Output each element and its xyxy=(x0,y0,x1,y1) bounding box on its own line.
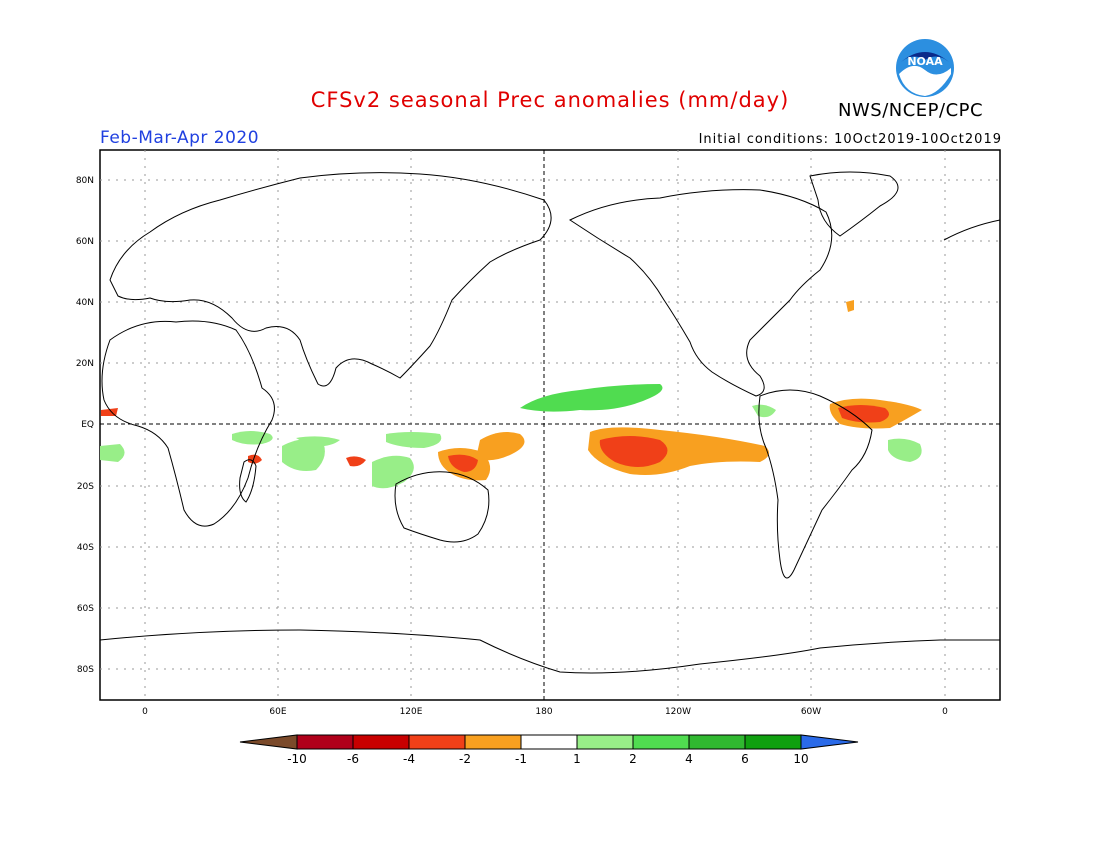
colorbar-label: -1 xyxy=(515,752,527,766)
colorbar-high-arrow xyxy=(800,734,859,750)
initial-conditions-label: Initial conditions: 10Oct2019-10Oct2019 xyxy=(698,132,1002,147)
wet-anomaly-brazil xyxy=(888,438,922,462)
lat-label: 40N xyxy=(76,298,94,308)
wet-anomaly-maritime xyxy=(386,432,442,448)
lat-label: EQ xyxy=(81,420,94,430)
eurasia-coast xyxy=(109,172,552,387)
lat-label: 80N xyxy=(76,176,94,186)
agency-label: NWS/NCEP/CPC xyxy=(838,100,984,121)
anomaly-shading xyxy=(100,300,922,489)
colorbar-label: 6 xyxy=(741,752,749,766)
season-label: Feb-Mar-Apr 2020 xyxy=(100,128,260,148)
lat-label: 80S xyxy=(77,665,94,675)
wet-anomaly-southern-africa xyxy=(100,444,125,462)
longitude-labels: 0 60E 120E 180 120W 60W 0 xyxy=(142,707,948,717)
lat-label: 20S xyxy=(77,482,94,492)
wet-anomaly-indian-ocean-west xyxy=(282,438,325,471)
africa-coast xyxy=(101,320,275,527)
madagascar-coast xyxy=(239,459,257,503)
colorbar-label: -4 xyxy=(403,752,415,766)
wet-anomaly-north-pacific xyxy=(520,384,663,412)
dry-anomaly-indian-ocean xyxy=(346,456,366,467)
europe-coast-east xyxy=(943,219,1001,241)
antarctica-coast xyxy=(99,629,1000,674)
lon-label: 60E xyxy=(269,707,286,717)
lon-label: 0 xyxy=(942,707,948,717)
lon-label: 120E xyxy=(400,707,423,717)
north-america-coast xyxy=(569,189,833,397)
colorbar-cell xyxy=(632,734,690,750)
wet-anomaly-amazon xyxy=(752,404,776,418)
colorbar-cell xyxy=(744,734,802,750)
lon-label: 0 xyxy=(142,707,148,717)
strong-dry-anomaly-new-guinea xyxy=(448,454,478,472)
colorbar-cell xyxy=(296,734,354,750)
lat-label: 40S xyxy=(77,543,94,553)
lat-label: 60N xyxy=(76,237,94,247)
noaa-logo-icon: NOAA xyxy=(896,39,954,97)
colorbar-label: -2 xyxy=(459,752,471,766)
greenland-coast xyxy=(809,171,899,237)
dry-anomaly-north-atlantic xyxy=(846,300,854,312)
latitude-labels: 80N 60N 40N 20N EQ 20S 40S 60S 80S xyxy=(76,176,94,675)
lat-label: 60S xyxy=(77,604,94,614)
australia-coast xyxy=(394,471,490,543)
dry-anomaly-madagascar xyxy=(248,454,262,464)
colorbar-cell xyxy=(520,734,578,750)
south-america-coast xyxy=(758,389,873,579)
wet-anomaly-indian-ocean-central xyxy=(296,436,340,447)
logo-text: NOAA xyxy=(907,55,943,68)
coastlines xyxy=(99,171,1001,674)
colorbar-low-arrow xyxy=(239,734,298,750)
colorbar-label: 4 xyxy=(685,752,693,766)
colorbar-label: -10 xyxy=(287,752,307,766)
strong-dry-anomaly-atlantic xyxy=(838,405,889,423)
colorbar-cell xyxy=(576,734,634,750)
colorbar-cell xyxy=(688,734,746,750)
lon-label: 120W xyxy=(665,707,691,717)
colorbar-cell xyxy=(408,734,466,750)
colorbar-cell xyxy=(352,734,410,750)
colorbar-label: 2 xyxy=(629,752,637,766)
colorbar: -10 -6 -4 -2 -1 1 2 4 6 10 xyxy=(239,734,859,766)
colorbar-cell xyxy=(464,734,522,750)
dry-anomaly-coral-sea xyxy=(476,432,525,461)
strong-dry-anomaly-central-pacific xyxy=(599,436,668,467)
colorbar-label: 10 xyxy=(793,752,808,766)
lon-label: 180 xyxy=(535,707,552,717)
lat-label: 20N xyxy=(76,359,94,369)
lon-label: 60W xyxy=(801,707,821,717)
colorbar-label: -6 xyxy=(347,752,359,766)
wet-anomaly-east-africa xyxy=(232,431,273,445)
map-title: CFSv2 seasonal Prec anomalies (mm/day) xyxy=(310,88,790,112)
colorbar-label: 1 xyxy=(573,752,581,766)
